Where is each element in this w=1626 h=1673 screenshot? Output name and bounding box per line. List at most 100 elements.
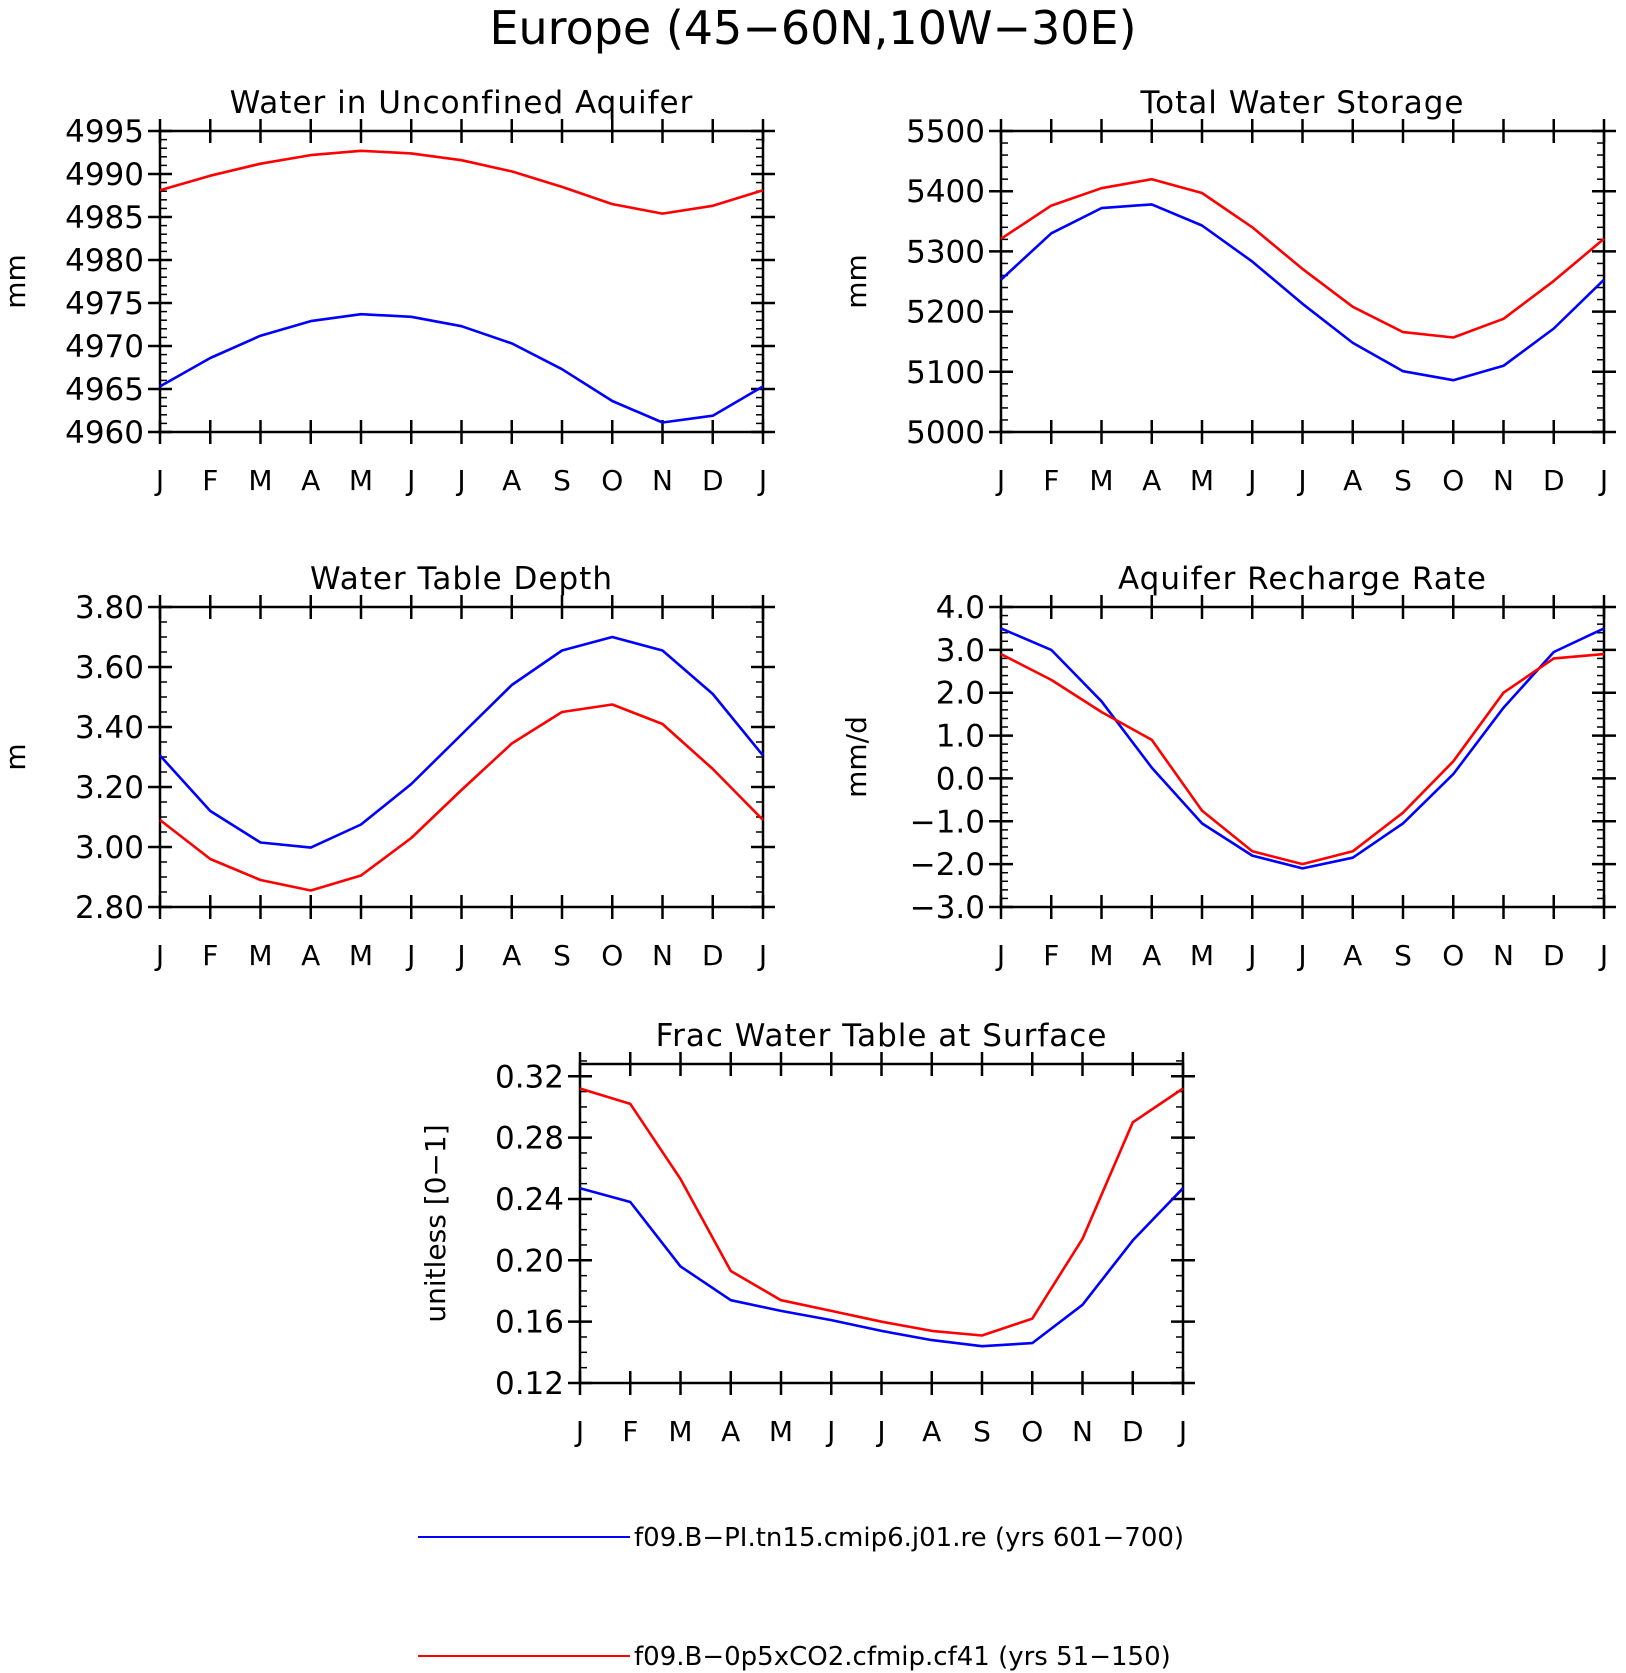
panel-title: Total Water Storage [1139, 85, 1464, 121]
x-tick-label: N [1072, 1415, 1093, 1448]
x-tick-label: O [1021, 1415, 1043, 1448]
x-tick-label: D [702, 939, 724, 972]
y-tick-label: 3.20 [75, 770, 144, 806]
x-tick-label: A [301, 464, 320, 497]
plot-frame [578, 1062, 1185, 1385]
x-tick-label: M [668, 1415, 692, 1448]
y-axis-label: unitless [0−1] [419, 1124, 452, 1322]
series-line-1 [1000, 627, 1605, 870]
legend-label-series-2: f09.B−0p5xCO2.cfmip.cf41 (yrs 51−150) [634, 1642, 1171, 1672]
panel-title: Frac Water Table at Surface [656, 1018, 1108, 1054]
y-axis-label: m [0, 743, 32, 770]
x-tick-label: F [202, 464, 218, 497]
y-tick-label: 2.80 [75, 890, 144, 926]
x-tick-label: J [825, 1415, 835, 1448]
x-tick-label: F [1043, 939, 1059, 972]
legend-label-series-1: f09.B−PI.tn15.cmip6.j01.re (yrs 601−700) [634, 1523, 1184, 1553]
x-tick-label: F [622, 1415, 638, 1448]
x-tick-label: J [757, 464, 767, 497]
x-tick-label: M [248, 464, 272, 497]
y-tick-label: 0.24 [495, 1182, 564, 1218]
y-tick-label: 5500 [906, 114, 985, 150]
x-tick-label: D [1543, 464, 1565, 497]
x-tick-label: D [702, 464, 724, 497]
x-tick-label: J [875, 1415, 885, 1448]
y-tick-label: 3.0 [936, 633, 985, 669]
series-line-1 [159, 635, 765, 849]
y-tick-label: 1.0 [936, 719, 985, 755]
y-tick-label: 0.32 [495, 1059, 564, 1095]
x-tick-label: M [769, 1415, 793, 1448]
x-tick-label: N [652, 464, 673, 497]
series-line-2 [579, 1087, 1184, 1337]
panel-title: Aquifer Recharge Rate [1118, 561, 1487, 597]
series-line-2 [1000, 652, 1605, 866]
x-tick-label: J [455, 464, 465, 497]
y-tick-label: 4975 [65, 286, 144, 322]
x-tick-label: A [1142, 939, 1161, 972]
series-line-1 [159, 312, 764, 424]
y-tick-label: 4990 [65, 157, 144, 193]
x-tick-label: J [757, 939, 767, 972]
y-tick-label: 3.40 [75, 710, 144, 746]
y-tick-label: 4980 [65, 243, 144, 279]
y-tick-label: 3.80 [75, 590, 144, 626]
y-tick-label: 2.0 [936, 676, 985, 712]
x-tick-label: O [601, 464, 623, 497]
x-tick-label: J [1598, 939, 1608, 972]
x-tick-label: J [1246, 939, 1256, 972]
x-tick-label: A [1343, 464, 1362, 497]
panel-3: 2.803.003.203.403.603.80J F M A M J J A S O N D JWat… [0, 561, 775, 972]
x-tick-label: S [1394, 939, 1412, 972]
x-tick-label: M [248, 939, 272, 972]
x-tick-label: N [1493, 939, 1514, 972]
series-line-2 [159, 703, 764, 892]
x-tick-label: M [1089, 464, 1113, 497]
x-tick-label: S [553, 939, 571, 972]
x-tick-label: J [1296, 939, 1306, 972]
y-tick-label: −1.0 [910, 804, 985, 840]
x-tick-label: J [455, 939, 465, 972]
x-tick-label: S [1394, 464, 1412, 497]
y-tick-label: 0.28 [495, 1121, 564, 1157]
y-tick-label: 5000 [906, 415, 985, 451]
panel-title: Water in Unconfined Aquifer [230, 85, 694, 121]
x-tick-label: O [1442, 464, 1464, 497]
x-tick-label: J [574, 1415, 584, 1448]
y-tick-label: 3.00 [75, 830, 144, 866]
x-tick-label: J [154, 939, 164, 972]
y-axis-label: mm [0, 254, 32, 309]
x-tick-label: M [349, 939, 373, 972]
y-tick-label: 3.60 [75, 650, 144, 686]
x-tick-label: A [502, 464, 521, 497]
x-tick-label: J [1296, 464, 1306, 497]
series-line-1 [579, 1186, 1184, 1348]
x-tick-label: J [154, 464, 164, 497]
y-tick-label: 0.0 [936, 761, 985, 797]
y-tick-label: 0.16 [495, 1305, 564, 1341]
x-tick-label: D [1122, 1415, 1144, 1448]
x-tick-label: J [1598, 464, 1608, 497]
y-tick-label: 4985 [65, 200, 144, 236]
x-tick-label: N [652, 939, 673, 972]
y-tick-label: 4960 [65, 415, 144, 451]
y-tick-label: 0.20 [495, 1243, 564, 1279]
legend: f09.B−PI.tn15.cmip6.j01.re (yrs 601−700)… [418, 1523, 1184, 1672]
x-tick-label: A [1343, 939, 1362, 972]
y-tick-label: 5100 [906, 355, 985, 391]
x-tick-label: J [995, 939, 1005, 972]
y-tick-label: 4.0 [936, 590, 985, 626]
series-line-2 [159, 149, 764, 215]
x-tick-label: D [1543, 939, 1565, 972]
y-tick-label: 0.12 [495, 1366, 564, 1402]
x-tick-label: S [553, 464, 571, 497]
y-tick-label: 4970 [65, 329, 144, 365]
x-tick-label: N [1493, 464, 1514, 497]
series-line-2 [1000, 177, 1605, 339]
x-tick-label: S [973, 1415, 991, 1448]
x-tick-label: F [1043, 464, 1059, 497]
x-tick-label: J [995, 464, 1005, 497]
panel-4: −3.0−2.0−1.00.01.02.03.04.0J F M A M J J A S O N D J… [840, 561, 1616, 972]
x-tick-label: J [1246, 464, 1256, 497]
